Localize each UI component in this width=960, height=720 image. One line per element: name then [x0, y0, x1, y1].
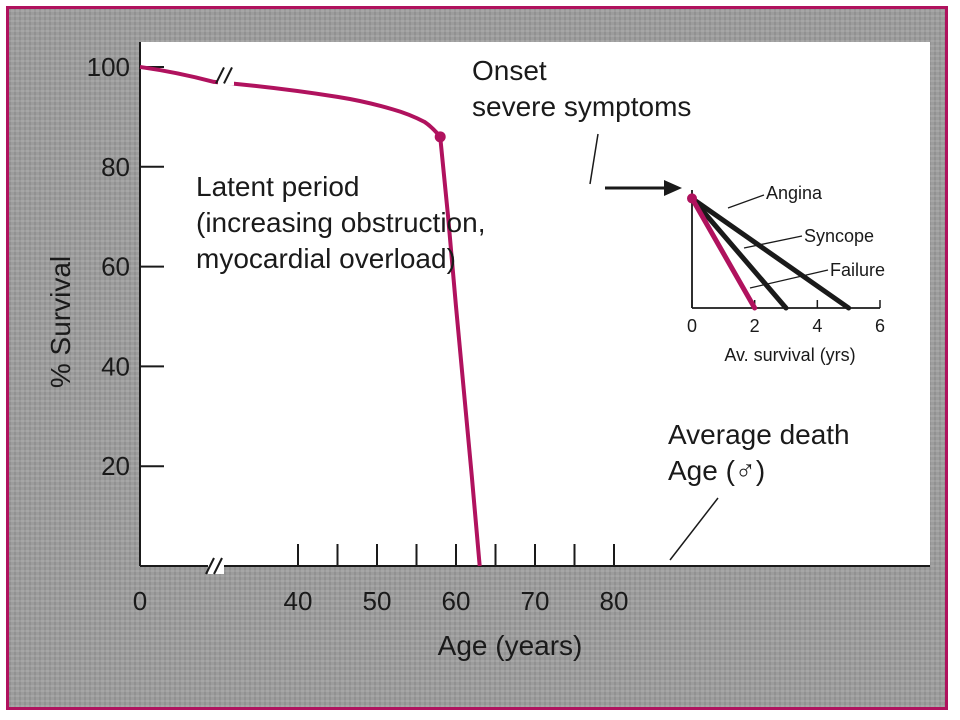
x-axis-break-mark	[205, 557, 224, 575]
inset-start-marker	[687, 193, 697, 204]
curve-break-slash	[223, 66, 233, 84]
arrow-to-inset	[605, 180, 682, 196]
inset-label-leader	[727, 194, 765, 209]
inset-x-axis-label: Av. survival (yrs)	[724, 345, 855, 365]
axis-break-slash	[213, 557, 223, 575]
x-tick-label: 60	[442, 586, 471, 616]
inset-x-tick-label: 6	[875, 316, 885, 336]
plot-area	[140, 42, 930, 566]
inset-series-line	[689, 195, 789, 311]
x-axis-label: Age (years)	[438, 630, 583, 661]
axis-break-slash	[205, 557, 215, 575]
onset-marker	[434, 131, 446, 143]
death-leader-line	[669, 497, 719, 561]
average-death-annotation: Average death Age (♂)	[668, 419, 850, 486]
x-tick-label: 70	[521, 586, 550, 616]
inset-series-labels: Angina Syncope Failure	[727, 183, 885, 289]
latent-period-annotation: Latent period (increasing obstruction, myo…	[196, 171, 485, 274]
inset-x-tick-label: 2	[750, 316, 760, 336]
y-axis: 20 40 60 80 100	[87, 42, 164, 566]
x-tick-label: 40	[284, 586, 313, 616]
inset-x-tick-label: 0	[687, 316, 697, 336]
x-tick-label: 80	[600, 586, 629, 616]
curve-break-slash	[215, 66, 225, 84]
inset-series-label: Syncope	[804, 226, 874, 246]
inset-series-label: Angina	[766, 183, 823, 203]
inset-series-label: Failure	[830, 260, 885, 280]
arrow-head	[664, 180, 682, 196]
inset-series-line	[689, 195, 758, 311]
inset-series	[687, 193, 852, 311]
y-tick-label: 100	[87, 52, 130, 82]
x-tick-label: 0	[133, 586, 147, 616]
inset-label-leader	[743, 235, 803, 249]
x-axis: 0 40 50 60 70 80	[133, 544, 930, 616]
curve-break-mark	[215, 65, 234, 86]
inset-label-leader	[749, 269, 829, 289]
y-tick-label: 40	[101, 351, 130, 381]
x-tick-label: 50	[363, 586, 392, 616]
onset-leader-line	[589, 133, 599, 185]
inset-x-tick-label: 4	[812, 316, 822, 336]
y-axis-label: % Survival	[45, 256, 76, 388]
y-tick-label: 80	[101, 152, 130, 182]
survival-curve	[139, 64, 482, 567]
y-tick-label: 60	[101, 252, 130, 282]
y-tick-label: 20	[101, 451, 130, 481]
onset-annotation: Onset severe symptoms	[472, 55, 691, 122]
inset-chart: 0 2 4 6 Angina Syncope Failure Av. survival (…	[687, 183, 885, 365]
inset-series-line	[689, 195, 852, 311]
